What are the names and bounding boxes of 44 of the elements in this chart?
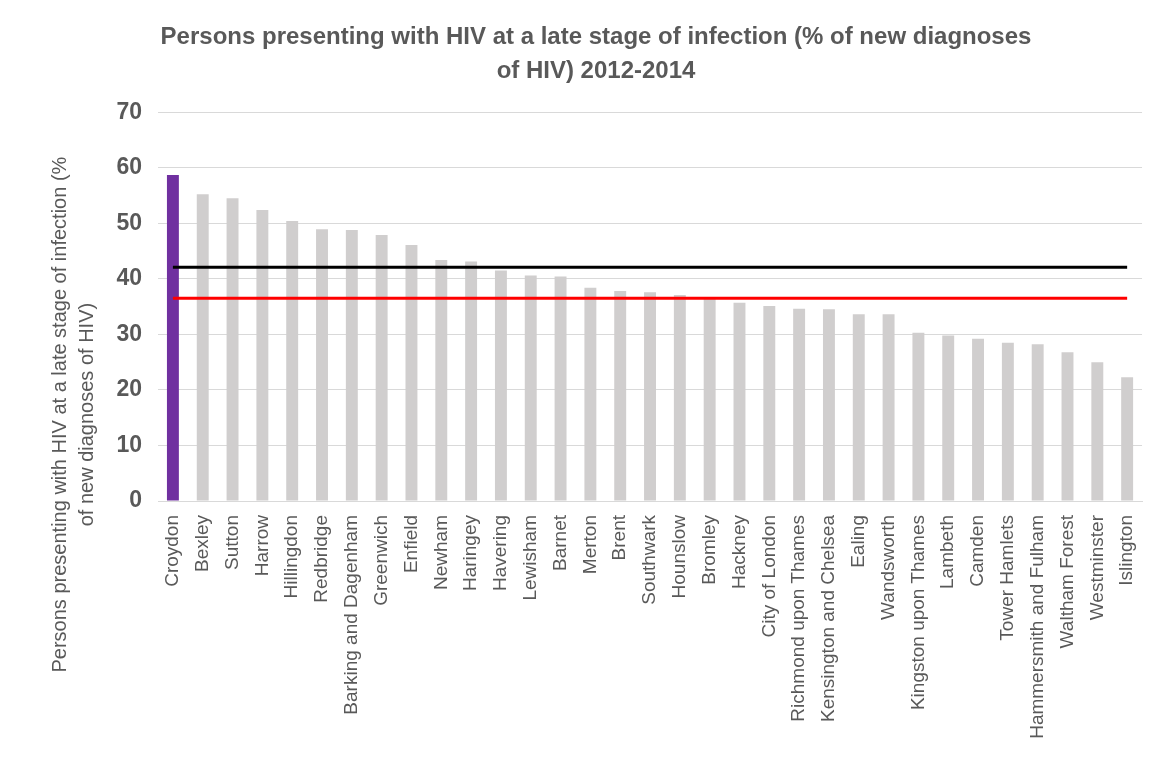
x-tick-label: Hackney xyxy=(727,514,749,589)
x-tick-label: Lambeth xyxy=(936,515,958,589)
y-tick-label: 30 xyxy=(116,319,142,346)
y-axis-title: Persons presenting with HIV at a late stage of infection (% of new diagnoses of HIV) xyxy=(47,156,97,673)
x-tick-label: Bexley xyxy=(190,514,212,573)
y-tick-label: 40 xyxy=(116,264,142,291)
x-tick-label: Redbridge xyxy=(310,515,332,603)
x-tick-label: Hounslow xyxy=(668,514,690,599)
x-tick-label: Merton xyxy=(578,515,600,575)
x-tick-label: Islington xyxy=(1115,515,1137,586)
x-tick-label: Hillingdon xyxy=(280,515,302,599)
x-tick-label: Brent xyxy=(608,514,630,561)
x-tick-label: Waltham Forest xyxy=(1055,514,1077,649)
x-tick-label: Ealing xyxy=(847,515,868,568)
x-tick-label: Bromley xyxy=(697,514,719,585)
x-tick-label: Croydon xyxy=(161,515,183,587)
bar xyxy=(166,174,179,501)
x-tick-label: Havering xyxy=(489,515,511,592)
x-tick-label: Kingston upon Thames xyxy=(906,515,928,711)
x-tick-label: Southwark xyxy=(638,514,660,605)
x-tick-label: Barnet xyxy=(548,514,570,571)
x-tick-label: Kensington and Chelsea xyxy=(817,514,839,723)
x-tick-label: Camden xyxy=(966,515,988,587)
x-tick-label: Greenwich xyxy=(369,515,391,606)
chart-title: Persons presenting with HIV at a late stage of infection (% of new diagnoses of HIV) 2012-2014 xyxy=(160,21,1032,83)
x-tick-label: City of London xyxy=(757,515,779,638)
x-tick-label: Tower Hamlets xyxy=(996,515,1018,641)
y-tick-label: 20 xyxy=(116,375,142,402)
y-tick-label: 60 xyxy=(116,153,142,180)
y-tick-label: 50 xyxy=(116,208,142,235)
x-tick-label: Lewisham xyxy=(518,515,540,601)
y-tick-label: 0 xyxy=(129,486,142,513)
x-tick-label: Wandsworth xyxy=(876,515,898,620)
x-tick-label: Sutton xyxy=(220,515,242,570)
x-tick-label: Hammersmith and Fulham xyxy=(1025,515,1047,739)
x-tick-label: Westminster xyxy=(1085,514,1107,621)
y-tick-label: 10 xyxy=(116,430,142,457)
x-tick-label: Barking and Dagenham xyxy=(340,515,362,715)
x-tick-label: Haringey xyxy=(459,514,481,592)
y-tick-label: 70 xyxy=(116,97,142,124)
x-tick-label: Enfield xyxy=(399,515,421,574)
x-tick-label: Harrow xyxy=(250,514,272,577)
x-tick-label: Richmond upon Thames xyxy=(787,515,809,722)
x-tick-label: Newham xyxy=(429,515,451,590)
